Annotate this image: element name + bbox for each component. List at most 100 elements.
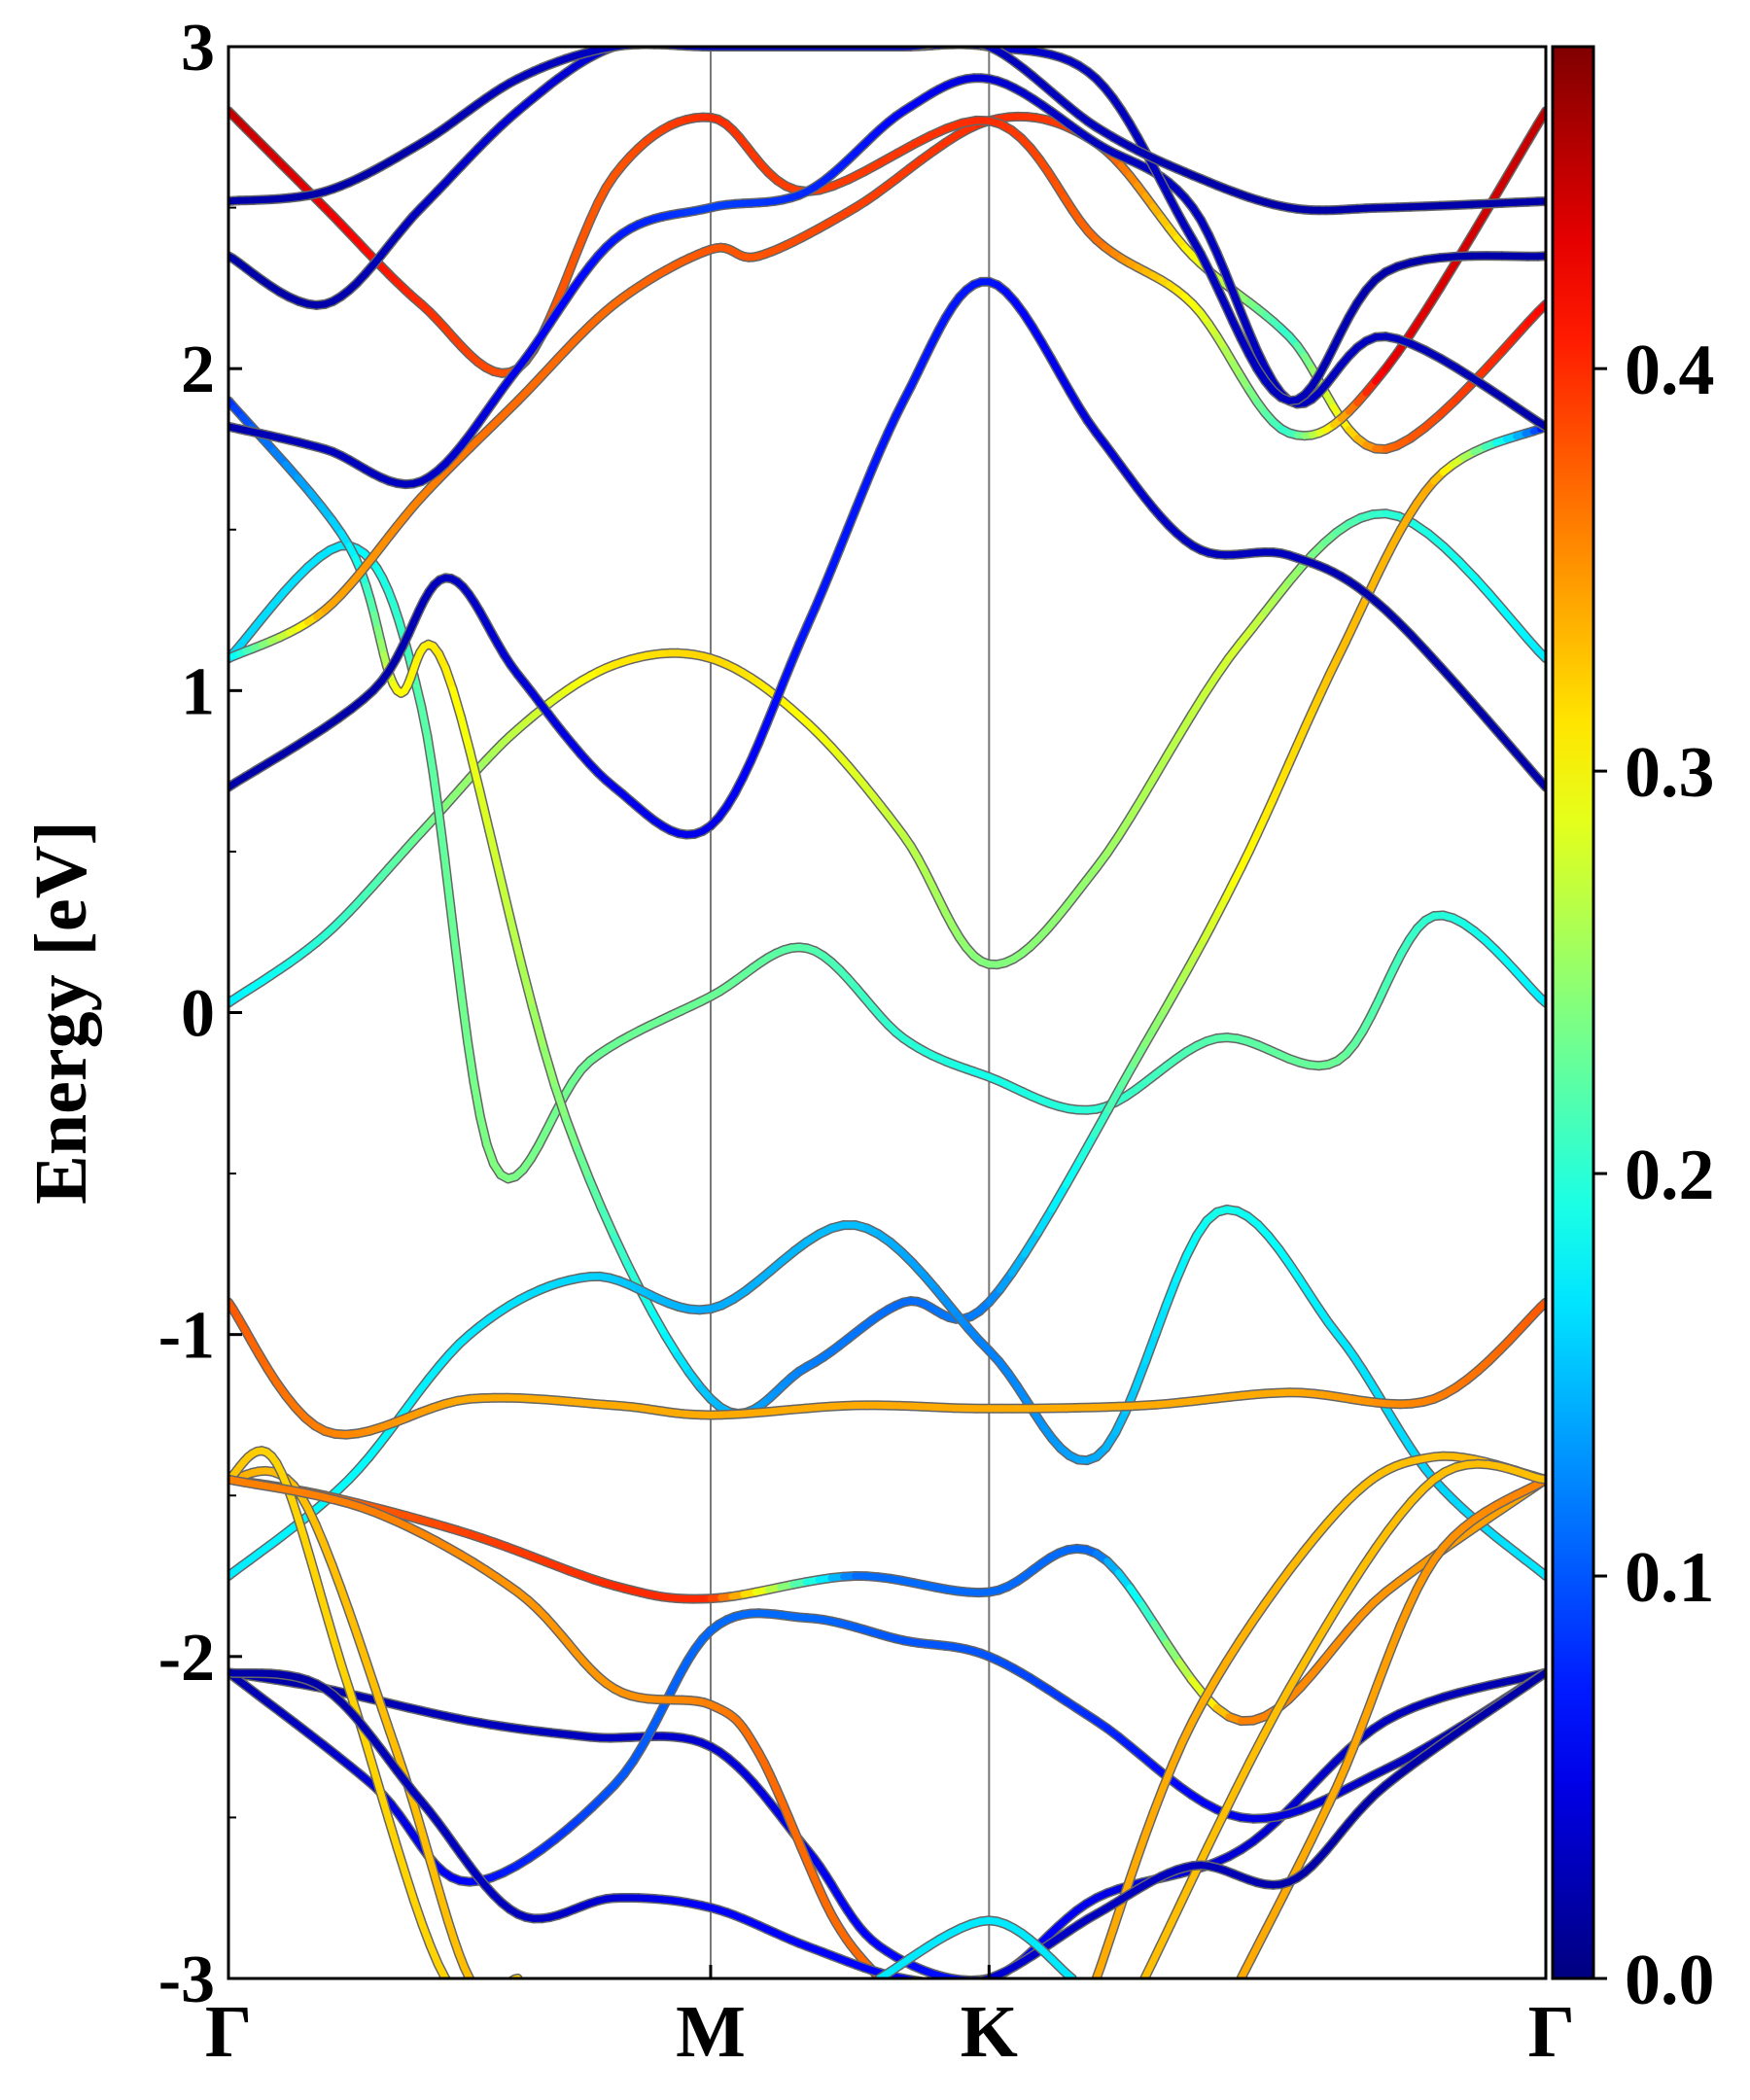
- band-segment: [435, 810, 448, 861]
- band-segment: [460, 1995, 467, 1999]
- band-segment: [407, 1791, 421, 1821]
- band-segment: [1141, 1330, 1160, 1365]
- band-segment: [1182, 1232, 1201, 1260]
- band-segment: [1223, 1638, 1243, 1665]
- band-segment: [1157, 1921, 1174, 1950]
- band-segment: [1117, 1061, 1138, 1090]
- band-segment: [1407, 308, 1429, 337]
- band-line: [1091, 1451, 1546, 1978]
- band-segment: [1204, 1814, 1226, 1850]
- band-line: [228, 1205, 1546, 1581]
- band-segment: [376, 1787, 393, 1823]
- band-segment: [1150, 1784, 1167, 1816]
- band-segment: [860, 465, 876, 492]
- band-segment: [1076, 1131, 1099, 1164]
- band-segment: [836, 525, 852, 553]
- band-segment: [1348, 1562, 1368, 1589]
- band-segment: [318, 1596, 332, 1626]
- band-segment-outline: [939, 1984, 946, 1985]
- band-segment: [771, 680, 787, 708]
- band-segment: [1138, 1601, 1158, 1628]
- band-segment: [585, 1175, 606, 1212]
- band-segment: [1381, 1641, 1396, 1669]
- band-line: [228, 276, 1546, 840]
- band-segment: [966, 1982, 974, 1983]
- band-segment: [476, 1113, 491, 1148]
- band-segment: [755, 719, 771, 747]
- band-segment: [1372, 1526, 1392, 1552]
- band-segment: [1248, 1599, 1269, 1627]
- band-segment: [1468, 698, 1491, 723]
- band-segment: [1172, 1252, 1190, 1283]
- band-segment: [1484, 347, 1506, 371]
- band-segment: [529, 1003, 547, 1052]
- band-segment: [570, 235, 586, 263]
- band-segment: [517, 960, 537, 1011]
- band-segment-outline: [666, 47, 683, 50]
- band-segment: [578, 217, 594, 243]
- band-segment: [452, 948, 466, 1002]
- band-segment: [494, 1993, 499, 1995]
- band-segment-outline: [674, 47, 691, 51]
- band-segment-outline: [971, 47, 975, 48]
- band-segment: [1468, 206, 1491, 240]
- band-segment: [1232, 1759, 1253, 1794]
- band-line: [228, 541, 1546, 1184]
- band-segment: [1200, 1678, 1218, 1705]
- band-segment-outline: [500, 1985, 506, 1989]
- band-segment: [1484, 716, 1506, 741]
- band-segment: [1275, 1564, 1295, 1590]
- band-segment: [1175, 1658, 1195, 1683]
- band-segment: [500, 1985, 506, 1989]
- band-segment: [494, 1989, 500, 1993]
- band-segment-outline: [921, 47, 936, 51]
- band-segment: [918, 1981, 925, 1982]
- band-segment: [1189, 1698, 1208, 1725]
- band-segment: [453, 1988, 460, 1995]
- band-segment: [1140, 1809, 1157, 1841]
- band-segment: [449, 685, 465, 721]
- band-segment-outline: [617, 47, 634, 50]
- band-segment-outline: [928, 47, 942, 49]
- band-segment: [1236, 1619, 1256, 1646]
- band-segment: [811, 585, 827, 612]
- band-segment: [488, 1993, 495, 1997]
- band-line: [228, 508, 1546, 1008]
- band-segment: [325, 1619, 339, 1649]
- band-line: [228, 73, 1546, 490]
- band-segment-outline: [906, 1975, 923, 1978]
- band-segment-outline: [932, 1983, 939, 1984]
- band-segment: [424, 732, 437, 776]
- band-segment: [630, 42, 638, 43]
- band-segment: [779, 660, 795, 687]
- band-segment-outline: [479, 1991, 484, 1994]
- band-segment: [368, 1760, 384, 1795]
- band-segment: [378, 1705, 394, 1735]
- band-segment: [394, 1844, 409, 1879]
- band-segment: [345, 1607, 362, 1640]
- band-segment: [820, 565, 835, 593]
- band-segment: [1130, 1041, 1148, 1068]
- band-segment: [939, 42, 946, 43]
- band-segment-outline: [972, 47, 986, 50]
- band-segment: [1162, 1276, 1180, 1310]
- band-segment: [1407, 631, 1429, 653]
- band-segment-outline: [508, 1976, 517, 1978]
- band-segment: [414, 1813, 428, 1842]
- band-segment: [360, 1732, 376, 1768]
- band-segment: [1169, 1737, 1187, 1768]
- band-segment: [320, 1540, 335, 1568]
- band-segment: [852, 485, 868, 512]
- band-segment: [976, 1977, 984, 1978]
- band-segment-outline: [484, 1994, 489, 1995]
- band-segment: [1150, 753, 1171, 782]
- band-segment: [479, 1991, 484, 1994]
- band-segment: [574, 1145, 593, 1183]
- band-segment-outline: [506, 1977, 514, 1978]
- band-segment: [1132, 1357, 1149, 1391]
- band-segment: [1112, 1408, 1130, 1436]
- band-segment: [611, 1233, 631, 1267]
- band-segment-outline: [503, 1987, 507, 1990]
- band-segment: [562, 256, 578, 284]
